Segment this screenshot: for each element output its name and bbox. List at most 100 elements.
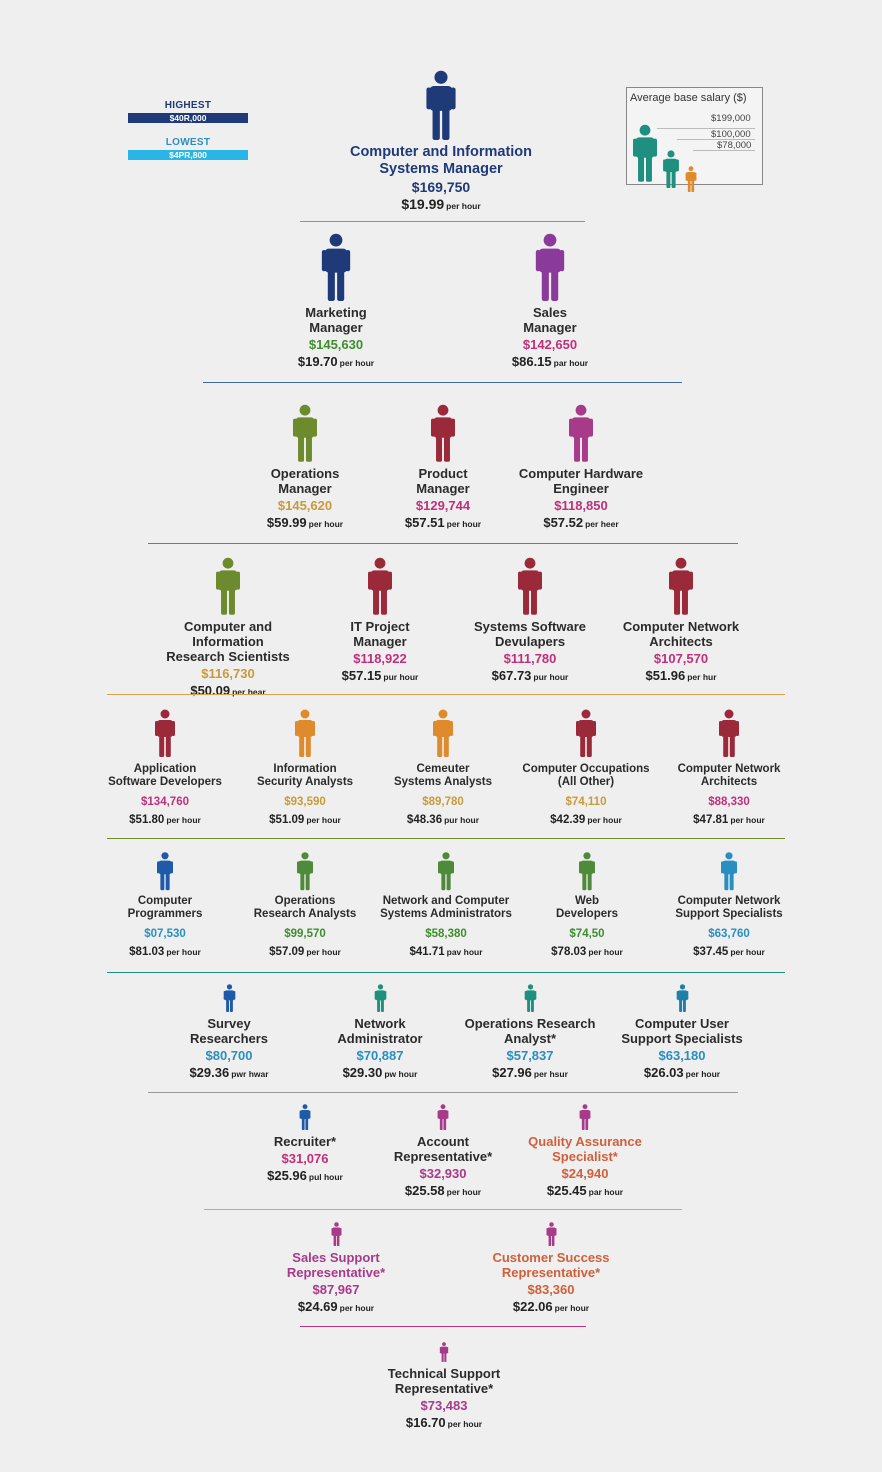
person-icon — [676, 984, 688, 1012]
job-hourly: $51.09 per hour — [269, 814, 341, 826]
job-hourly: $37.45 per hour — [693, 946, 765, 958]
job-card: Operations Research Analysts $99,570 $57.09… — [235, 851, 375, 960]
job-title: Computer Network Support Specialists — [675, 895, 783, 920]
job-top: Computer and Information Systems Manager … — [341, 70, 541, 215]
job-salary: $111,780 — [503, 651, 557, 666]
job-card: Technical Support Representative* $73,483 $… — [364, 1342, 524, 1433]
job-card: Customer Success Representative* $83,360 $2… — [471, 1222, 631, 1317]
person-icon — [438, 852, 454, 891]
job-title: Cemeuter Systems Analysts — [393, 763, 492, 788]
row-divider — [107, 838, 785, 839]
job-hourly: $59.99 per hour — [266, 515, 344, 530]
job-title: IT Project Manager — [350, 619, 410, 649]
row-divider — [203, 382, 682, 383]
job-card: Network and Computer Systems Administrato… — [376, 851, 516, 960]
job-title: Computer Network Architects — [677, 763, 781, 788]
job-hourly: $25.96 pul hour — [267, 1168, 343, 1183]
job-title: Product Manager — [416, 466, 470, 496]
job-card: Sales Manager $142,650 $86.15 par hour — [470, 233, 630, 372]
person-icon — [685, 166, 697, 192]
job-card: Computer Network Architects $88,330 $47.81 p… — [659, 707, 799, 828]
job-salary: $31,076 — [281, 1151, 329, 1166]
person-icon — [546, 1222, 556, 1246]
job-title: Web Developers — [555, 895, 618, 920]
row-divider — [107, 694, 785, 695]
person-icon — [155, 709, 175, 757]
job-hourly: $42.39 per hour — [550, 814, 622, 826]
job-salary: $63,760 — [708, 928, 750, 940]
job-salary: $145,630 — [308, 337, 364, 352]
legend-line — [677, 139, 755, 140]
job-salary: $142,650 — [522, 337, 578, 352]
job-salary: $80,700 — [205, 1048, 253, 1063]
row-divider — [107, 972, 785, 973]
job-card: Survey Researchers $80,700 $29.36 pwr hwar — [149, 984, 309, 1083]
person-icon — [518, 557, 542, 615]
job-salary: $07,530 — [144, 928, 186, 940]
job-card: Operations Research Analyst* $57,837 $27.96… — [450, 984, 610, 1083]
job-salary: $74,110 — [565, 796, 607, 808]
job-salary: $73,483 — [420, 1398, 468, 1413]
job-title: Marketing Manager — [305, 305, 367, 335]
job-title: Computer User Support Specialists — [621, 1016, 743, 1046]
job-salary: $87,967 — [312, 1282, 360, 1297]
job-card: Computer Hardware Engineer $118,850 $57.52 p… — [501, 404, 661, 533]
job-card: Cemeuter Systems Analysts $89,780 $48.36 pur… — [373, 707, 513, 828]
job-card: Sales Support Representative* $87,967 $24.6… — [256, 1222, 416, 1317]
legend-highest-label: HIGHEST — [164, 100, 212, 111]
legend-highest-bar: $40R,000 — [128, 113, 248, 123]
job-card: Network Administrator $70,887 $29.30 pw hour — [300, 984, 460, 1083]
person-icon — [295, 709, 315, 757]
person-icon — [299, 1104, 311, 1130]
job-title: Sales Support Representative* — [286, 1250, 386, 1280]
job-title: Quality Assurance Specialist* — [528, 1134, 642, 1164]
job-hourly: $19.99 per hour — [401, 196, 481, 212]
legend-line — [693, 150, 755, 151]
job-card: Computer Occupations (All Other) $74,110 $4… — [516, 707, 656, 828]
job-title: Systems Software Devulapers — [474, 619, 586, 649]
row-divider — [204, 1209, 682, 1210]
person-icon — [669, 557, 693, 615]
job-hourly: $27.96 per hsur — [492, 1065, 568, 1080]
legend-box-value: $199,000 — [711, 113, 751, 124]
person-icon — [569, 404, 593, 462]
person-icon — [341, 70, 541, 140]
row-divider — [300, 221, 585, 222]
job-hourly: $57.15 pur hour — [341, 668, 419, 683]
job-salary: $32,930 — [419, 1166, 467, 1181]
job-card: Information Security Analysts $93,590 $51.0… — [235, 707, 375, 828]
job-hourly: $57.51 per hour — [404, 515, 482, 530]
person-icon — [426, 70, 456, 140]
person-icon — [297, 852, 313, 891]
person-icon — [437, 1104, 449, 1130]
job-hourly: $57.09 per hour — [269, 946, 341, 958]
row-divider — [300, 1326, 586, 1327]
person-icon — [535, 233, 565, 301]
person-icon — [216, 557, 240, 615]
legend-box-title: Average base salary ($) — [630, 92, 747, 104]
legend-lowest-label: LOWEST — [165, 137, 211, 148]
job-salary: $63,180 — [658, 1048, 706, 1063]
person-icon — [433, 709, 453, 757]
job-title: Technical Support Representative* — [387, 1366, 501, 1396]
row-divider — [148, 543, 738, 544]
job-salary: $116,730 — [201, 666, 255, 681]
job-hourly: $86.15 par hour — [511, 354, 589, 369]
job-hourly: $50.09 per hear — [190, 683, 266, 698]
job-title: Computer Network Architects — [622, 619, 740, 649]
job-title: Computer and Information Systems Manager — [349, 144, 533, 177]
job-hourly: $47.81 per hour — [693, 814, 765, 826]
legend-line — [657, 128, 755, 129]
job-salary: $118,922 — [353, 651, 407, 666]
job-card: Computer and Information Research Scienti… — [148, 557, 308, 701]
job-card: Account Representative* $32,930 $25.58 per h… — [363, 1104, 523, 1201]
job-card: Computer Network Architects $107,570 $51.96… — [601, 557, 761, 686]
job-hourly: $29.36 pwr hwar — [189, 1065, 269, 1080]
job-hourly: $29.30 pw hour — [342, 1065, 418, 1080]
person-icon — [321, 233, 351, 301]
legend-highest-lowest: HIGHEST $40R,000 LOWEST $4PR,800 — [128, 100, 248, 174]
job-title: Recruiter* — [273, 1134, 337, 1149]
job-card: Computer User Support Specialists $63,180 $… — [602, 984, 762, 1083]
legend-box-value: $78,000 — [717, 140, 752, 151]
job-card: Quality Assurance Specialist* $24,940 $25.4… — [505, 1104, 665, 1201]
